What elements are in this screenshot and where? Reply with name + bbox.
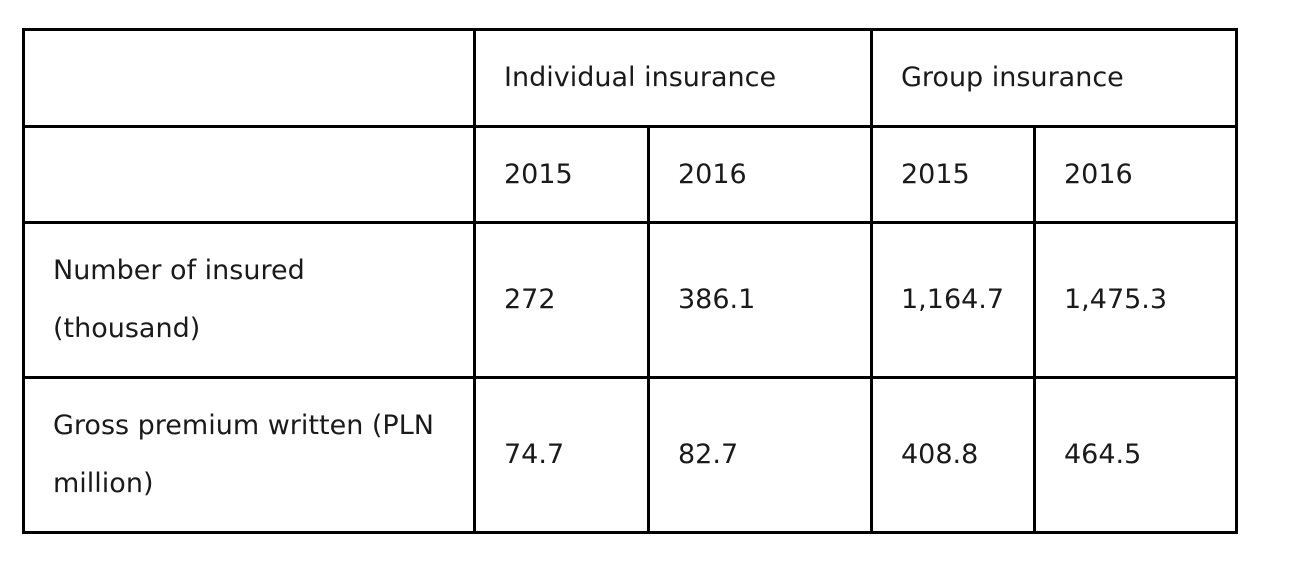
table-cell: 1,164.7 (870, 221, 1036, 379)
table-cell: 272 (473, 221, 650, 379)
corner-cell (22, 28, 476, 128)
insurance-table-container: Individual insurance Group insurance 201… (22, 28, 1238, 534)
year-header-group-2015: 2015 (870, 125, 1036, 224)
group-insurance-header: Group insurance (870, 28, 1238, 128)
year-header-individual-2016: 2016 (647, 125, 873, 224)
individual-insurance-header: Individual insurance (473, 28, 873, 128)
year-corner-cell (22, 125, 476, 224)
table-cell: 1,475.3 (1033, 221, 1238, 379)
group-header-row: Individual insurance Group insurance (22, 28, 1238, 128)
table-cell: 386.1 (647, 221, 873, 379)
table-cell: 464.5 (1033, 376, 1238, 534)
table-row: Number of insured (thousand) 272 386.1 1… (22, 221, 1238, 379)
insurance-table: Individual insurance Group insurance 201… (22, 28, 1238, 534)
row-label-gross-premium-written: Gross premium written (PLN million) (22, 376, 476, 534)
row-label-number-of-insured: Number of insured (thousand) (22, 221, 476, 379)
year-header-individual-2015: 2015 (473, 125, 650, 224)
year-header-group-2016: 2016 (1033, 125, 1238, 224)
table-cell: 82.7 (647, 376, 873, 534)
table-cell: 74.7 (473, 376, 650, 534)
table-cell: 408.8 (870, 376, 1036, 534)
year-header-row: 2015 2016 2015 2016 (22, 125, 1238, 224)
table-row: Gross premium written (PLN million) 74.7… (22, 376, 1238, 534)
